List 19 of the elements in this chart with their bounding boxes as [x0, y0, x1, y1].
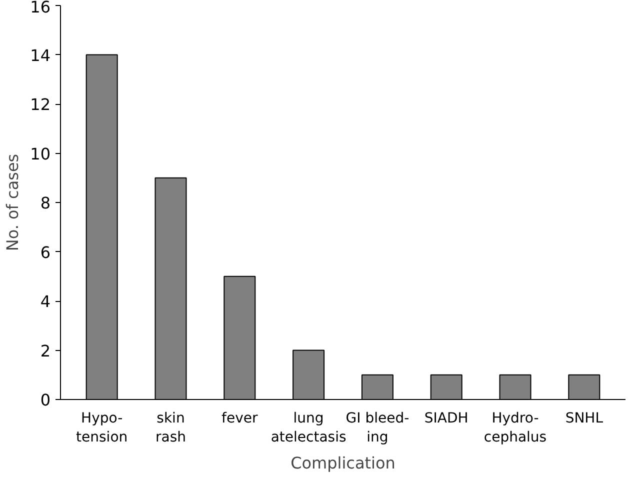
x-tick-label: SIADH — [424, 410, 468, 426]
y-tick-label: 12 — [30, 95, 50, 114]
y-tick-label: 14 — [30, 46, 50, 65]
y-tick-label: 6 — [40, 242, 51, 262]
x-tick-label: Hydro- cephalus — [484, 410, 547, 446]
y-tick-label: 10 — [30, 144, 50, 164]
x-tick-label: skin rash — [155, 410, 186, 446]
x-tick-label: Hypo- tension — [76, 410, 128, 446]
y-tick-label: 2 — [40, 341, 51, 360]
x-tick-label: fever — [222, 410, 258, 426]
x-tick-label: GI bleed- ing — [346, 410, 410, 446]
y-tick-label: 16 — [30, 0, 50, 16]
y-axis-title: No. of cases — [3, 154, 22, 252]
x-axis-title: Complication — [290, 454, 396, 473]
x-tick-label: SNHL — [565, 410, 604, 426]
y-tick-label: 8 — [40, 194, 51, 212]
y-tick-label: 0 — [40, 390, 51, 410]
x-tick-label: lung atelectasis — [270, 410, 346, 446]
y-tick-label: 4 — [40, 292, 51, 311]
